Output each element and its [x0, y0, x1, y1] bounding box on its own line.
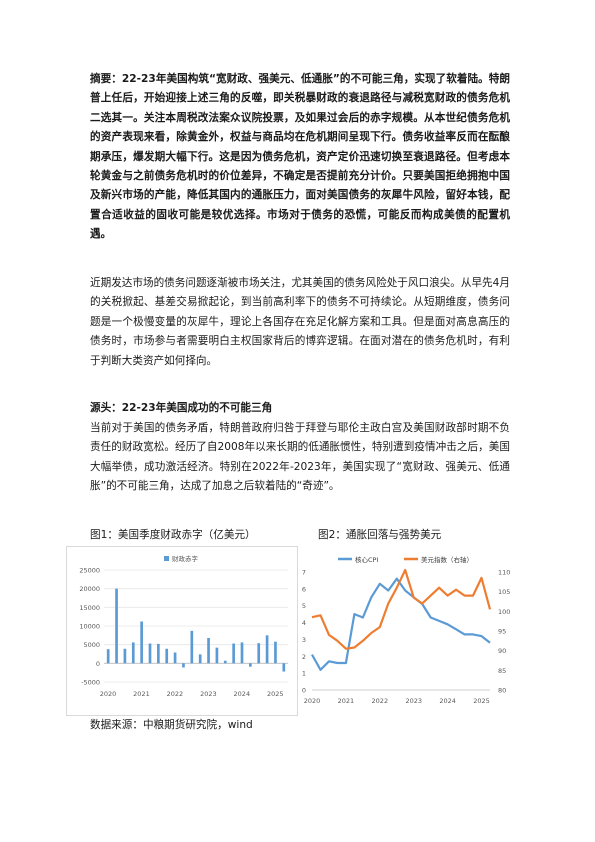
section-paragraph: 当前对于美国的债务矛盾，特朗普政府归咎于拜登与耶伦主政白宫及美国财政部时期不负责…	[90, 422, 510, 493]
fig1-bar	[215, 647, 219, 664]
fig1-caption: 图1：美国季度财政赤字（亿美元）	[90, 529, 256, 541]
fig1-bar	[173, 652, 177, 664]
fig1-bar	[257, 643, 261, 664]
fig1-bar	[274, 641, 277, 664]
fig1-ytick-label: 5000	[83, 641, 100, 649]
fig2-xtick-label: 2024	[439, 697, 456, 705]
fig2-legend: 核心CPI 美元指数（右轴）	[338, 555, 473, 564]
fig1-legend: 财政赤字	[164, 554, 199, 563]
fig1-xtick-label: 2021	[133, 690, 150, 698]
fig2-ytick-left: 5	[302, 602, 306, 610]
fig2-ytick-right: 95	[498, 628, 506, 636]
fig2-ytick-left: 4	[302, 619, 306, 627]
section-heading: 源头：22-23年美国成功的不可能三角	[90, 402, 273, 414]
fig2-svg: 0 1 2 3 4 5 6 7 80 85 90 95 100 105 110 2020 2021 2022 20…	[302, 555, 511, 705]
fig2-ytick-right: 90	[498, 647, 506, 655]
fig1-legend-label: 财政赤字	[172, 554, 199, 563]
fig1-bar	[140, 621, 143, 664]
fig2-ytick-right: 100	[498, 608, 510, 616]
fig2-xtick-label: 2021	[338, 697, 355, 705]
fig2-line-dollar-index	[311, 568, 492, 650]
fig1-bar	[240, 642, 244, 664]
fig2-ytick-left: 6	[302, 585, 306, 593]
fig1-bar	[106, 649, 110, 664]
fig1-xtick-label: 2024	[234, 690, 251, 698]
fig1-xtick-label: 2022	[167, 690, 184, 698]
fig2-xtick-label: 2020	[304, 697, 321, 705]
fig2-xtick-label: 2023	[405, 697, 422, 705]
fig1-bar	[207, 637, 210, 664]
fig1-ytick-label: 0	[96, 660, 100, 668]
fig1-bar	[131, 642, 135, 664]
fig1-bar	[115, 588, 118, 664]
fig2-xtick-label: 2022	[372, 697, 389, 705]
abstract-text-2: 债务收益率反而在酝酿期承压，爆发期大幅下行。这是因为债务危机，资产定价迅速切换至…	[90, 131, 511, 241]
fig2-ytick-right: 105	[498, 588, 510, 596]
fig2-ytick-right: 110	[498, 569, 510, 577]
fig1-ytick-label: 10000	[79, 623, 100, 631]
fig1-bar	[123, 648, 127, 664]
fig1-svg: -5000 0 5000 10000 15000 20000 25000 2020 2021 2…	[66, 546, 298, 716]
fig2-line-core-cpi	[311, 577, 491, 671]
fig1-ytick-label: 25000	[79, 567, 100, 575]
fig1-xtick-label: 2025	[267, 690, 284, 698]
fig1-legend-swatch	[164, 556, 169, 561]
fig2-legend-label-right: 美元指数（右轴）	[421, 555, 473, 564]
fig1-bar	[265, 635, 269, 664]
data-source: 数据来源：中粮期货研究院，wind	[90, 719, 253, 731]
fig2-xtick-label: 2025	[473, 697, 490, 705]
fig1-bar	[165, 648, 169, 664]
fig2-legend-label-left: 核心CPI	[355, 555, 378, 564]
abstract-paragraph: 摘要：22-23年美国构筑“宽财政、强美元、低通胀”的不可能三角，实现了软着陆。…	[90, 70, 510, 245]
fig1-bar	[249, 663, 252, 667]
fig2-ytick-left: 1	[302, 670, 306, 678]
fig1-ytick-label: 20000	[79, 585, 100, 593]
fig2-ytick-left: 0	[302, 687, 306, 695]
fig1-ytick-label: -5000	[81, 679, 100, 687]
fig1-bar	[198, 654, 202, 664]
fig1-bar	[282, 663, 286, 672]
abstract-label: 摘要：	[90, 73, 122, 85]
fig1-ytick-label: 15000	[79, 604, 100, 612]
fig1-bar	[157, 643, 160, 664]
abstract-text-1: 22-23年美国构筑“宽财政、强美元、低通胀”的不可能三角，实现了软着陆。特朗普…	[90, 73, 511, 144]
fig1-xtick-label: 2023	[200, 690, 217, 698]
fig2-ytick-left: 3	[302, 636, 306, 644]
fig1-chart: -5000 0 5000 10000 15000 20000 25000 2020 2021 2…	[66, 546, 298, 716]
fig2-ytick-right: 80	[498, 687, 506, 695]
fig2-chart: 0 1 2 3 4 5 6 7 80 85 90 95 100 105 110 2020 2021 2022 20…	[298, 542, 518, 714]
intro-paragraph: 近期发达市场的债务问题逐渐被市场关注，尤其美国的债务风险处于风口浪尖。从早先4月…	[90, 277, 510, 367]
fig2-ytick-left: 2	[302, 653, 306, 661]
fig1-bar	[190, 630, 194, 664]
fig1-bar	[223, 660, 227, 664]
fig2-ytick-left: 7	[302, 569, 306, 577]
fig1-bar	[148, 643, 152, 664]
fig2-ytick-right: 85	[498, 667, 506, 675]
fig1-bar	[182, 663, 185, 668]
fig1-bar	[232, 643, 235, 664]
fig2-caption: 图2：通胀回落与强势美元	[318, 529, 442, 541]
fig1-xtick-label: 2020	[100, 690, 117, 698]
